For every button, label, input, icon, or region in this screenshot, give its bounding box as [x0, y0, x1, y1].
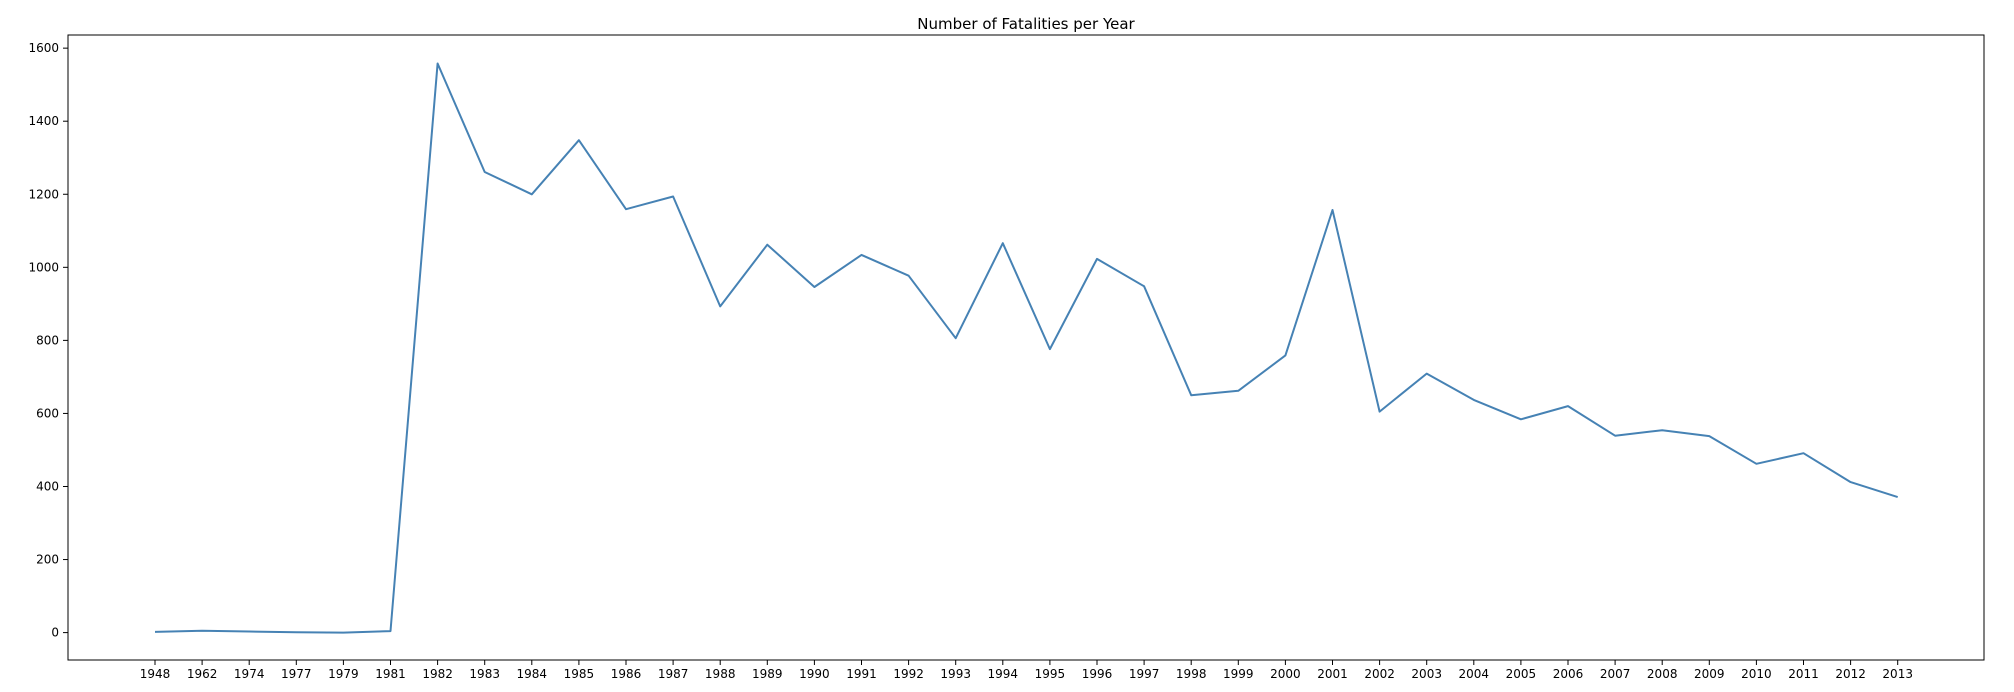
- x-axis: 1948 1962 1974 1977 1979 1981 1982 1983 1984 1985…: [140, 660, 1913, 681]
- x-tick-label: 1986: [611, 667, 642, 681]
- x-tick-label: 1997: [1129, 667, 1160, 681]
- x-tick-label: 1995: [1035, 667, 1066, 681]
- x-tick-label: 2004: [1459, 667, 1490, 681]
- data-point: [1048, 348, 1051, 351]
- data-point: [1190, 394, 1193, 397]
- y-tick-label: 0: [51, 626, 59, 640]
- x-tick-label: 2002: [1364, 667, 1395, 681]
- x-tick-label: 2008: [1647, 667, 1678, 681]
- data-point: [625, 208, 628, 211]
- y-tick-label: 600: [36, 406, 59, 420]
- y-tick-label: 1200: [28, 187, 59, 201]
- x-tick-label: 2006: [1553, 667, 1584, 681]
- data-point: [1378, 410, 1381, 413]
- x-tick-label: 2000: [1270, 667, 1301, 681]
- x-tick-label: 1977: [281, 667, 312, 681]
- data-point: [860, 253, 863, 256]
- data-point: [1001, 242, 1004, 245]
- x-tick-label: 1991: [846, 667, 877, 681]
- data-point: [483, 171, 486, 174]
- x-tick-label: 1974: [234, 667, 265, 681]
- data-point: [1237, 389, 1240, 392]
- x-tick-label: 1998: [1176, 667, 1207, 681]
- x-tick-label: 1993: [940, 667, 971, 681]
- x-tick-label: 1989: [752, 667, 783, 681]
- data-point: [342, 631, 345, 634]
- x-tick-label: 1982: [422, 667, 453, 681]
- data-point: [766, 243, 769, 246]
- data-point: [1661, 429, 1664, 432]
- data-point: [248, 630, 251, 633]
- x-tick-label: 1988: [705, 667, 736, 681]
- data-point: [1755, 462, 1758, 465]
- plot-frame: [67, 34, 1985, 661]
- data-point: [719, 305, 722, 308]
- data-point: [530, 193, 533, 196]
- chart-title: Number of Fatalities per Year: [917, 15, 1135, 33]
- data-point: [1143, 285, 1146, 288]
- x-tick-label: 1979: [328, 667, 359, 681]
- y-tick-label: 1400: [28, 114, 59, 128]
- data-point: [295, 631, 298, 634]
- y-tick-label: 200: [36, 553, 59, 567]
- x-tick-label: 1994: [988, 667, 1019, 681]
- y-axis: 0 200 400 600 800 1000 1200 1400 1600: [28, 41, 68, 640]
- data-point: [1708, 435, 1711, 438]
- data-point: [389, 630, 392, 633]
- data-point: [907, 274, 910, 277]
- x-tick-label: 2003: [1411, 667, 1442, 681]
- y-tick-label: 1000: [28, 260, 59, 274]
- x-tick-label: 2005: [1506, 667, 1537, 681]
- y-tick-label: 400: [36, 479, 59, 493]
- data-point: [1614, 434, 1617, 437]
- x-tick-label: 1990: [799, 667, 830, 681]
- data-point: [813, 286, 816, 289]
- x-tick-label: 2001: [1317, 667, 1348, 681]
- x-tick-label: 2011: [1788, 667, 1819, 681]
- data-point: [672, 195, 675, 198]
- x-tick-label: 2013: [1882, 667, 1913, 681]
- x-tick-label: 1996: [1082, 667, 1113, 681]
- data-point: [1284, 354, 1287, 357]
- x-tick-label: 1962: [187, 667, 218, 681]
- x-tick-label: 1999: [1223, 667, 1254, 681]
- data-point: [1896, 496, 1899, 499]
- data-point: [154, 630, 157, 633]
- data-point: [1331, 209, 1334, 212]
- x-tick-label: 2009: [1694, 667, 1725, 681]
- data-point: [1096, 257, 1099, 260]
- x-tick-label: 2010: [1741, 667, 1772, 681]
- x-tick-label: 1984: [517, 667, 548, 681]
- data-point: [1849, 481, 1852, 484]
- x-tick-label: 1987: [658, 667, 689, 681]
- x-tick-label: 1981: [375, 667, 406, 681]
- data-point: [201, 629, 204, 632]
- x-tick-label: 1992: [893, 667, 924, 681]
- data-point: [1519, 418, 1522, 421]
- y-tick-label: 800: [36, 333, 59, 347]
- data-point: [954, 337, 957, 340]
- data-point: [1567, 405, 1570, 408]
- x-tick-label: 1948: [140, 667, 171, 681]
- data-point: [577, 139, 580, 142]
- data-point: [1802, 452, 1805, 455]
- x-tick-label: 2012: [1835, 667, 1866, 681]
- data-point: [1425, 372, 1428, 375]
- x-tick-label: 2007: [1600, 667, 1631, 681]
- plot-area: [154, 62, 1899, 634]
- data-point: [1472, 398, 1475, 401]
- x-tick-label: 1985: [564, 667, 595, 681]
- fatalities-series-line: [154, 62, 1899, 634]
- x-tick-label: 1983: [469, 667, 500, 681]
- y-tick-label: 1600: [28, 41, 59, 55]
- data-point: [436, 62, 439, 65]
